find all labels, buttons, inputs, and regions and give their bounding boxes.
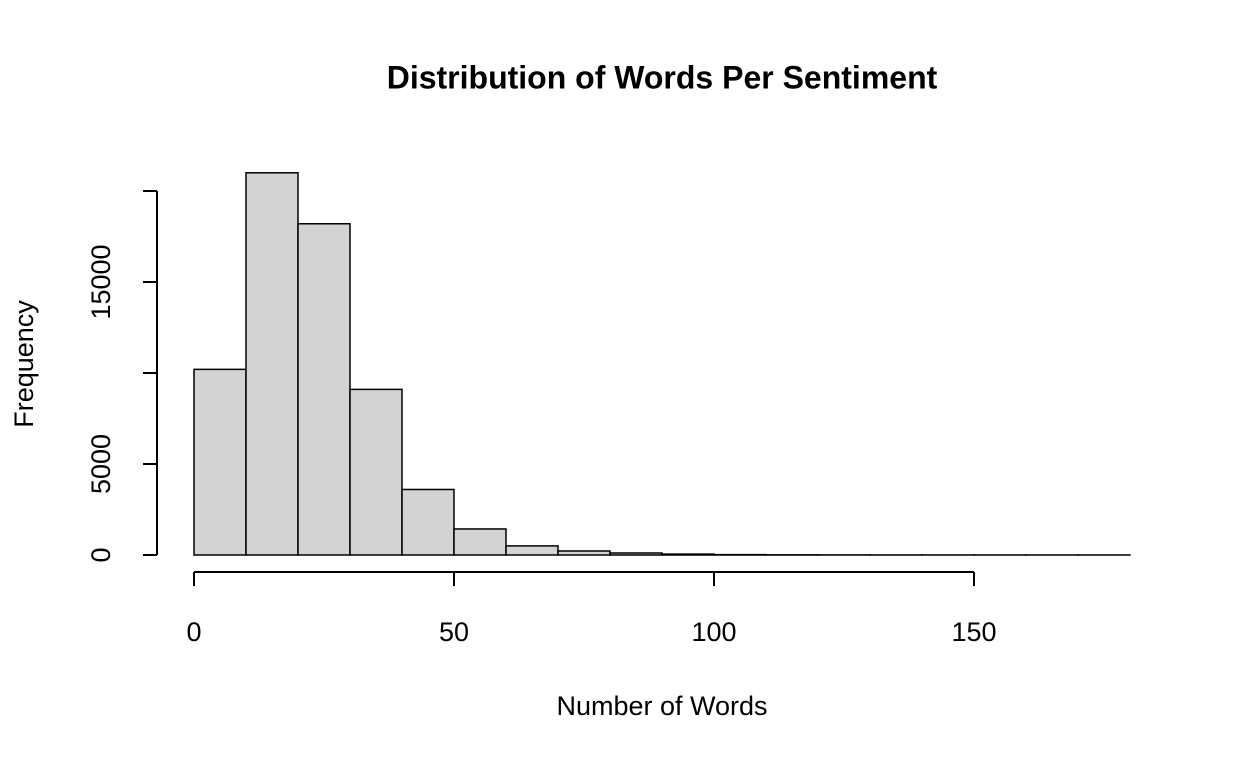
x-axis-label: Number of Words <box>556 691 767 721</box>
bar <box>661 553 715 556</box>
bar <box>349 388 403 556</box>
chart-title: Distribution of Words Per Sentiment <box>387 59 938 95</box>
y-tick-label: 5000 <box>86 434 116 494</box>
bar <box>557 550 611 556</box>
bar <box>453 528 507 556</box>
bar <box>609 552 663 556</box>
bar <box>245 172 299 556</box>
y-tick-label: 15000 <box>86 244 116 319</box>
x-tick-label: 0 <box>186 617 201 647</box>
x-tick-label: 100 <box>691 617 736 647</box>
x-tick-label: 50 <box>439 617 469 647</box>
bar <box>401 488 455 556</box>
x-tick-label: 150 <box>951 617 996 647</box>
bar <box>505 545 559 556</box>
bar <box>297 223 351 556</box>
bar <box>193 368 247 556</box>
y-axis-label: Frequency <box>9 300 39 428</box>
y-tick-label: 0 <box>86 547 116 562</box>
